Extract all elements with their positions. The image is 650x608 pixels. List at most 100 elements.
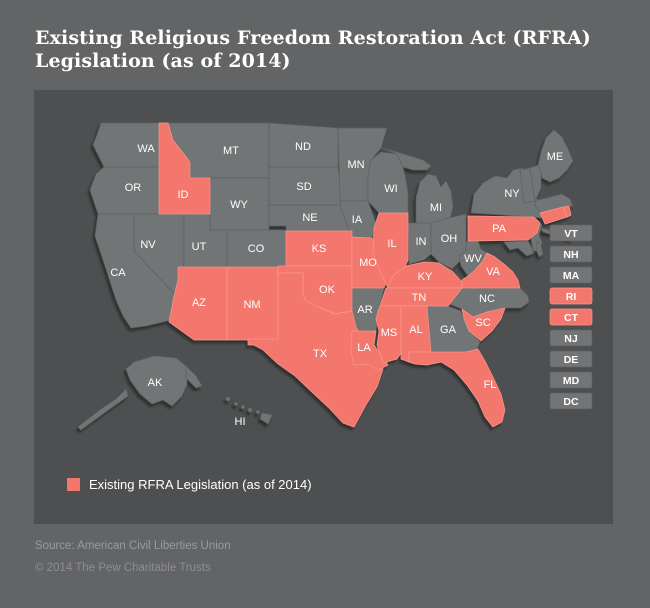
state-ca bbox=[94, 213, 180, 329]
state-hi-island1 bbox=[225, 396, 231, 402]
state-label-in: IN bbox=[416, 236, 427, 248]
state-label-pa: PA bbox=[492, 223, 507, 235]
state-label-nc: NC bbox=[479, 293, 495, 305]
state-box-vt bbox=[549, 224, 593, 242]
state-box-ct bbox=[549, 308, 593, 326]
state-label-wy: WY bbox=[230, 199, 248, 211]
state-label-tx: TX bbox=[313, 348, 328, 360]
state-md bbox=[503, 240, 535, 257]
state-label-ia: IA bbox=[352, 214, 363, 226]
us-map: WA OR CA NV ID MT WY UT CO AZ NM ND SD N… bbox=[77, 122, 593, 431]
state-box-label-ct: CT bbox=[564, 312, 579, 324]
state-label-wa: WA bbox=[137, 143, 155, 155]
state-tn bbox=[379, 287, 463, 307]
state-box-dc bbox=[549, 392, 593, 410]
state-hi-island4 bbox=[247, 407, 253, 413]
state-label-mn: MN bbox=[347, 159, 364, 171]
state-label-mo: MO bbox=[359, 257, 377, 269]
state-hi-island3 bbox=[241, 405, 245, 409]
state-box-nh bbox=[549, 245, 593, 263]
state-tx bbox=[247, 272, 384, 428]
state-label-nd: ND bbox=[295, 141, 311, 153]
state-label-al: AL bbox=[409, 324, 422, 336]
state-label-nv: NV bbox=[140, 239, 156, 251]
state-label-tn: TN bbox=[412, 292, 427, 304]
state-mi-upper bbox=[380, 147, 432, 171]
state-pa bbox=[467, 215, 541, 242]
state-hi-island5 bbox=[256, 410, 260, 414]
copyright-text: © 2014 The Pew Charitable Trusts bbox=[35, 562, 211, 574]
state-label-ok: OK bbox=[319, 284, 336, 296]
state-label-va: VA bbox=[486, 266, 501, 278]
state-box-label-de: DE bbox=[564, 354, 579, 366]
state-label-nm: NM bbox=[243, 299, 260, 311]
state-label-co: CO bbox=[248, 243, 265, 255]
state-va bbox=[461, 252, 521, 289]
state-de bbox=[535, 240, 544, 258]
state-me bbox=[537, 129, 574, 183]
state-label-or: OR bbox=[125, 182, 142, 194]
state-sc bbox=[461, 307, 506, 342]
state-label-sc: SC bbox=[475, 317, 490, 329]
state-wi bbox=[367, 151, 409, 214]
state-label-mi: MI bbox=[430, 202, 442, 214]
state-label-ky: KY bbox=[418, 271, 433, 283]
state-label-fl: FL bbox=[484, 379, 497, 391]
state-hi-bigisland bbox=[259, 412, 273, 425]
state-label-ca: CA bbox=[110, 267, 126, 279]
state-la bbox=[350, 330, 389, 371]
state-oh bbox=[430, 213, 467, 270]
state-box-md bbox=[549, 371, 593, 389]
state-box-label-nh: NH bbox=[563, 249, 578, 261]
state-label-la: LA bbox=[357, 342, 371, 354]
chart-title: Existing Religious Freedom Restoration A… bbox=[35, 27, 615, 73]
source-text: Source: American Civil Liberties Union bbox=[35, 540, 231, 552]
state-ak-aleutians bbox=[77, 388, 129, 431]
state-label-il: IL bbox=[387, 238, 396, 250]
state-label-wv: WV bbox=[464, 253, 482, 265]
land bbox=[77, 122, 574, 431]
state-box-label-dc: DC bbox=[563, 396, 579, 408]
chart-title-line1: Existing Religious Freedom Restoration A… bbox=[35, 27, 591, 49]
legend-label: Existing RFRA Legislation (as of 2014) bbox=[89, 477, 312, 492]
state-label-sd: SD bbox=[296, 181, 311, 193]
state-box-ri bbox=[549, 287, 593, 305]
legend: Existing RFRA Legislation (as of 2014) bbox=[67, 477, 312, 492]
state-box-label-md: MD bbox=[563, 375, 580, 387]
state-label-ne: NE bbox=[302, 212, 317, 224]
state-label-ny: NY bbox=[504, 188, 520, 200]
state-label-hi: HI bbox=[235, 416, 246, 428]
state-box-label-ri: RI bbox=[566, 291, 577, 303]
state-hi-island2 bbox=[234, 402, 238, 406]
state-box-label-vt: VT bbox=[564, 228, 578, 240]
state-box-label-nj: NJ bbox=[564, 333, 578, 345]
state-label-ut: UT bbox=[192, 241, 207, 253]
chart-title-line2: Legislation (as of 2014) bbox=[35, 50, 291, 72]
state-fl bbox=[408, 348, 506, 428]
small-state-boxes: VT NH MA RI CT NJ DE MD DC bbox=[549, 224, 593, 410]
state-label-mt: MT bbox=[223, 145, 239, 157]
state-label-ks: KS bbox=[312, 243, 327, 255]
state-id bbox=[158, 122, 211, 215]
state-label-ms: MS bbox=[381, 327, 398, 339]
state-box-de bbox=[549, 350, 593, 368]
state-label-oh: OH bbox=[441, 233, 458, 245]
state-ak-panhandle bbox=[185, 365, 203, 389]
state-ri bbox=[562, 205, 572, 218]
state-mi bbox=[415, 173, 454, 224]
state-box-label-ma: MA bbox=[563, 270, 580, 282]
state-label-wi: WI bbox=[384, 183, 397, 195]
state-labels: WA OR CA NV ID MT WY UT CO AZ NM ND SD N… bbox=[110, 141, 563, 428]
state-label-me: ME bbox=[547, 151, 564, 163]
state-label-az: AZ bbox=[192, 297, 206, 309]
map-panel: WA OR CA NV ID MT WY UT CO AZ NM ND SD N… bbox=[34, 90, 613, 524]
state-label-id: ID bbox=[178, 189, 189, 201]
state-label-ar: AR bbox=[357, 304, 372, 316]
state-box-ma bbox=[549, 266, 593, 284]
state-box-nj bbox=[549, 329, 593, 347]
state-ak bbox=[125, 355, 188, 407]
legend-swatch bbox=[67, 478, 80, 491]
state-in bbox=[407, 222, 432, 265]
state-label-ga: GA bbox=[440, 324, 457, 336]
state-label-ak: AK bbox=[148, 377, 163, 389]
